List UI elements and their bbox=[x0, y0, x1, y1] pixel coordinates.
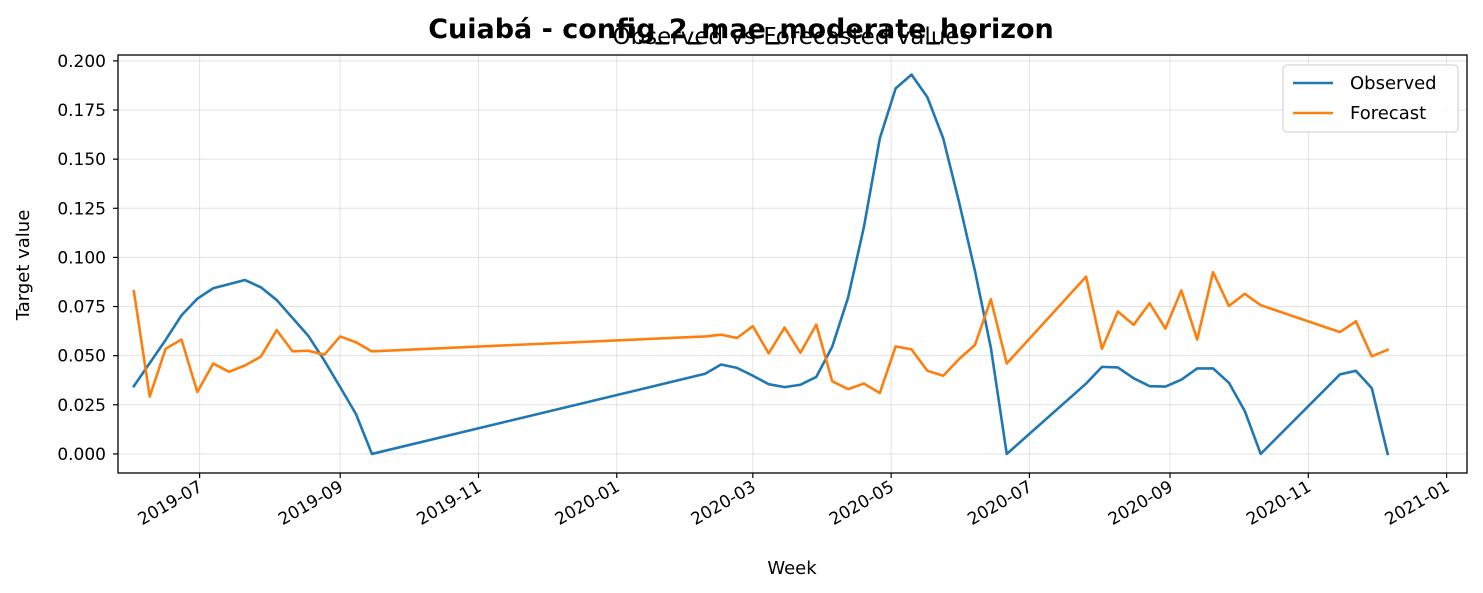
y-tick-label: 0.175 bbox=[57, 101, 106, 121]
legend-label-forecast: Forecast bbox=[1350, 103, 1426, 124]
legend-label-observed: Observed bbox=[1350, 73, 1437, 94]
y-tick-label: 0.000 bbox=[57, 445, 106, 465]
chart-title: Observed vs Forecasted values bbox=[612, 24, 971, 50]
y-tick-label: 0.125 bbox=[57, 199, 106, 219]
series-lines bbox=[132, 73, 1390, 456]
y-tick-label: 0.150 bbox=[57, 150, 106, 170]
grid bbox=[118, 55, 1467, 473]
y-tick-label: 0.075 bbox=[57, 298, 106, 318]
x-axis-label: Week bbox=[767, 558, 817, 579]
series-line-observed bbox=[132, 73, 1390, 456]
y-axis-label: Target value bbox=[13, 210, 34, 322]
figure-suptitle: Cuiabá - config_2_mae_moderate_horizon bbox=[428, 14, 1054, 45]
y-tick-label: 0.200 bbox=[57, 52, 106, 72]
legend: Observed Forecast bbox=[1282, 64, 1459, 133]
series-line-forecast bbox=[132, 270, 1390, 398]
plot-frame bbox=[117, 54, 1468, 474]
y-tick-label: 0.025 bbox=[57, 396, 106, 416]
y-tick-label: 0.100 bbox=[57, 248, 106, 268]
y-tick-label: 0.050 bbox=[57, 347, 106, 367]
